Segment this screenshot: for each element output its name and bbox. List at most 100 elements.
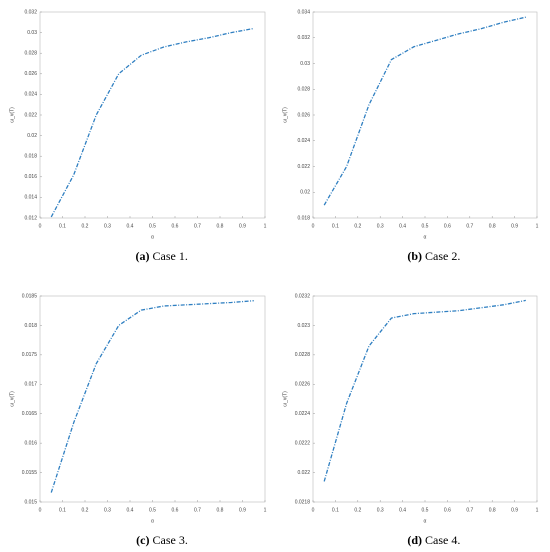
x-tick-label: 0.5 xyxy=(422,507,429,513)
y-tick-label: 0.028 xyxy=(297,87,310,93)
x-tick-label: 0.3 xyxy=(104,223,111,229)
y-tick-label: 0.0228 xyxy=(295,352,311,358)
x-tick-label: 0.1 xyxy=(332,223,339,229)
y-tick-label: 0.034 xyxy=(297,9,310,15)
x-axis-label: α xyxy=(424,234,427,240)
axes-box xyxy=(312,11,538,219)
data-line xyxy=(50,300,254,493)
caption-label: (c) xyxy=(136,533,149,547)
y-tick-label: 0.017 xyxy=(24,382,37,388)
x-tick-label: 1 xyxy=(536,223,539,229)
x-tick-label: 0.5 xyxy=(422,223,429,229)
y-tick-label: 0.018 xyxy=(24,154,37,160)
x-tick-label: 0.5 xyxy=(149,223,156,229)
x-tick-label: 0.7 xyxy=(466,223,473,229)
y-tick-label: 0.02 xyxy=(27,133,37,139)
y-axis-label: ω_v(T) xyxy=(282,391,288,407)
y-tick-label: 0.02 xyxy=(300,190,310,196)
caption-label: (d) xyxy=(407,533,422,547)
x-tick-label: 0.4 xyxy=(127,223,134,229)
y-tick-label: 0.0232 xyxy=(295,293,311,299)
x-tick-label: 0.8 xyxy=(489,223,496,229)
x-tick-label: 0.7 xyxy=(466,507,473,513)
data-line xyxy=(323,16,526,206)
caption: Case 1. xyxy=(153,249,188,263)
y-tick-label: 0.024 xyxy=(24,92,37,98)
x-tick-label: 0.1 xyxy=(59,223,66,229)
x-tick-label: 0.7 xyxy=(194,223,201,229)
x-axis-label: α xyxy=(151,234,154,240)
x-tick-label: 0 xyxy=(39,223,42,229)
x-tick-label: 0 xyxy=(312,223,315,229)
caption: Case 2. xyxy=(425,249,460,263)
x-tick-label: 0.3 xyxy=(377,507,384,513)
x-tick-label: 0.9 xyxy=(511,507,518,513)
x-tick-label: 1 xyxy=(264,223,267,229)
x-tick-label: 0.6 xyxy=(444,223,451,229)
y-axis-label: ω_v(T) xyxy=(282,107,288,123)
y-tick-label: 0.0222 xyxy=(295,440,311,446)
x-tick-label: 0.1 xyxy=(59,507,66,513)
x-axis-label: α xyxy=(151,518,154,524)
x-axis-label: α xyxy=(424,518,427,524)
y-tick-label: 0.022 xyxy=(24,112,37,118)
x-tick-label: 0.8 xyxy=(217,223,224,229)
axes-box xyxy=(39,295,266,503)
y-tick-label: 0.032 xyxy=(24,9,37,15)
y-tick-label: 0.0175 xyxy=(22,352,38,358)
y-tick-label: 0.023 xyxy=(297,323,310,329)
x-tick-label: 0.2 xyxy=(82,223,89,229)
caption-label: (a) xyxy=(136,249,150,263)
x-tick-label: 1 xyxy=(264,507,267,513)
y-tick-label: 0.0218 xyxy=(295,499,311,505)
y-tick-label: 0.018 xyxy=(297,215,310,221)
y-tick-label: 0.0224 xyxy=(295,411,311,417)
y-axis-label: ω_v(T) xyxy=(9,391,15,407)
y-tick-label: 0.0226 xyxy=(295,382,311,388)
y-tick-label: 0.026 xyxy=(24,71,37,77)
x-tick-label: 0.5 xyxy=(149,507,156,513)
y-tick-label: 0.016 xyxy=(24,440,37,446)
x-tick-label: 0.2 xyxy=(354,223,361,229)
x-tick-label: 0.1 xyxy=(332,507,339,513)
x-tick-label: 0.3 xyxy=(104,507,111,513)
y-tick-label: 0.018 xyxy=(24,323,37,329)
x-tick-label: 0.6 xyxy=(172,223,179,229)
x-tick-label: 0.8 xyxy=(217,507,224,513)
y-tick-label: 0.016 xyxy=(24,174,37,180)
x-tick-label: 0.2 xyxy=(82,507,89,513)
x-tick-label: 0.4 xyxy=(399,507,406,513)
caption: Case 4. xyxy=(425,533,460,547)
y-tick-label: 0.022 xyxy=(297,164,310,170)
y-tick-label: 0.026 xyxy=(297,112,310,118)
x-tick-label: 0.4 xyxy=(399,223,406,229)
x-tick-label: 0 xyxy=(312,507,315,513)
y-tick-label: 0.024 xyxy=(297,138,310,144)
axes-box xyxy=(312,295,538,503)
x-tick-label: 0.9 xyxy=(511,223,518,229)
y-tick-label: 0.014 xyxy=(24,195,37,201)
y-tick-label: 0.0185 xyxy=(22,293,38,299)
y-axis-label: ω_v(T) xyxy=(9,107,15,123)
x-tick-label: 0.3 xyxy=(377,223,384,229)
x-tick-label: 0.8 xyxy=(489,507,496,513)
x-tick-label: 0.4 xyxy=(127,507,134,513)
y-tick-label: 0.03 xyxy=(27,30,37,36)
caption-label: (b) xyxy=(407,249,422,263)
y-tick-label: 0.0155 xyxy=(22,470,38,476)
caption: Case 3. xyxy=(153,533,188,547)
x-tick-label: 0.7 xyxy=(194,507,201,513)
x-tick-label: 0.2 xyxy=(354,507,361,513)
x-tick-label: 0.9 xyxy=(239,223,246,229)
x-tick-label: 0 xyxy=(39,507,42,513)
y-tick-label: 0.032 xyxy=(297,35,310,41)
y-tick-label: 0.015 xyxy=(24,499,37,505)
y-tick-label: 0.03 xyxy=(300,61,310,67)
x-tick-label: 0.9 xyxy=(239,507,246,513)
x-tick-label: 0.6 xyxy=(172,507,179,513)
y-tick-label: 0.012 xyxy=(24,215,37,221)
y-tick-label: 0.028 xyxy=(24,51,37,57)
x-tick-label: 0.6 xyxy=(444,507,451,513)
y-tick-label: 0.022 xyxy=(297,470,310,476)
